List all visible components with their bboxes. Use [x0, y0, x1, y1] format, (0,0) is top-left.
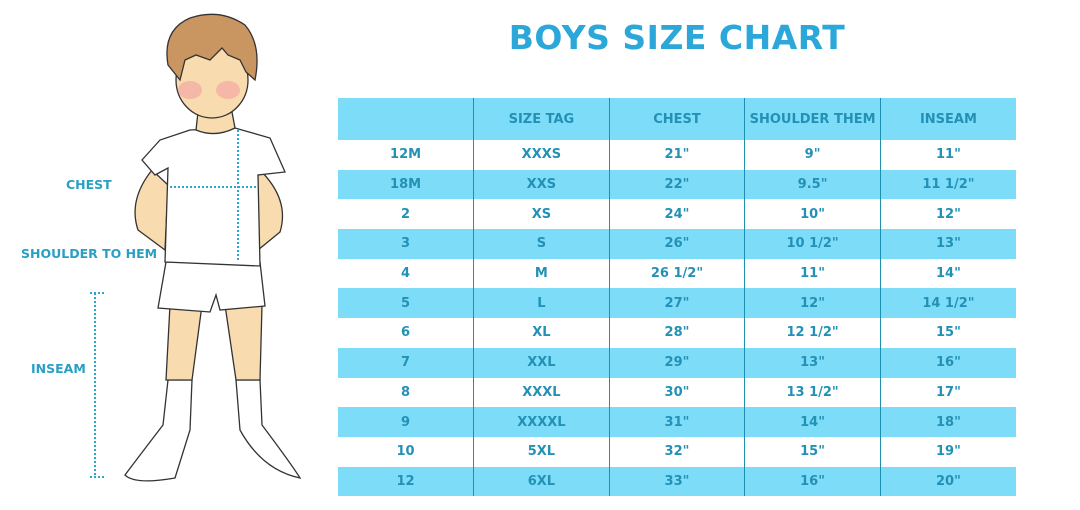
table-cell: 28"	[608, 318, 745, 348]
table-cell: L	[473, 288, 610, 319]
size-chart-table: SIZE TAG CHEST SHOULDER THEM INSEAM 12M XXXS…	[338, 98, 1016, 497]
table-cell: 14 1/2"	[879, 288, 1016, 319]
table-cell: XXS	[473, 169, 610, 200]
column-header: SHOULDER THEM	[744, 98, 881, 140]
table-cell: 8	[401, 384, 411, 400]
table-cell: XXL	[473, 347, 610, 378]
table-cell: 9.5"	[744, 169, 881, 200]
boy-figure-illustration	[90, 13, 302, 482]
table-cell: 10	[396, 444, 415, 460]
table-cell: XXXL	[473, 377, 610, 408]
table-cell: 12	[338, 466, 474, 497]
column-header	[338, 98, 474, 140]
table-row: 7 XXL 29" 13" 16"	[338, 347, 1016, 378]
table-cell: 9	[338, 407, 474, 437]
table-cell: 24"	[608, 199, 745, 230]
table-cell: 27"	[608, 288, 745, 319]
column-header: SIZE TAG	[473, 98, 610, 140]
table-cell: 13"	[879, 229, 1016, 259]
table-cell: 32"	[608, 436, 745, 467]
table-cell: 11"	[744, 258, 881, 289]
table-row: 9 XXXXL 31" 14" 18"	[338, 407, 1016, 437]
table-cell: 11 1/2"	[879, 169, 1016, 200]
table-cell: 14"	[744, 407, 881, 437]
table-cell: 6	[401, 325, 411, 341]
table-cell: 15"	[744, 436, 881, 467]
table-cell: 17"	[879, 377, 1016, 408]
table-row: 2 XS 24" 10" 12"	[338, 199, 1016, 230]
chest-label: CHEST	[66, 177, 112, 192]
table-row: 4 M 26 1/2" 11" 14"	[338, 258, 1016, 289]
table-cell: 21"	[608, 140, 745, 170]
table-cell: XXXXL	[473, 407, 610, 437]
shoulder-to-hem-label: SHOULDER TO HEM	[21, 246, 158, 261]
table-cell: XS	[473, 199, 610, 230]
table-cell: 15"	[879, 318, 1016, 348]
table-cell: 12"	[744, 288, 881, 319]
inseam-label: INSEAM	[31, 361, 86, 376]
table-cell: 12 1/2"	[744, 318, 881, 348]
table-header-row: SIZE TAG CHEST SHOULDER THEM INSEAM	[338, 98, 1016, 140]
table-cell: 6XL	[473, 466, 610, 497]
table-cell: XL	[473, 318, 610, 348]
column-header: CHEST	[608, 98, 745, 140]
table-cell: 13 1/2"	[744, 377, 881, 408]
table-cell: 9"	[744, 140, 881, 170]
table-row: 3 S 26" 10 1/2" 13"	[338, 229, 1016, 259]
table-cell: XXXS	[473, 140, 610, 170]
table-cell: 7	[338, 347, 474, 378]
table-cell: S	[473, 229, 610, 259]
table-cell: 16"	[879, 347, 1016, 378]
table-cell: 19"	[879, 436, 1016, 467]
table-row: 6 XL 28" 12 1/2" 15"	[338, 318, 1016, 348]
table-row: 10 5XL 32" 15" 19"	[338, 436, 1016, 467]
table-row: 8 XXXL 30" 13 1/2" 17"	[338, 377, 1016, 408]
table-cell: 5	[338, 288, 474, 319]
page-title: BOYS SIZE CHART	[508, 18, 846, 57]
table-cell: 14"	[879, 258, 1016, 289]
table-cell: 33"	[608, 466, 745, 497]
table-cell: 26"	[608, 229, 745, 259]
column-header: INSEAM	[879, 98, 1016, 140]
table-cell: 18"	[879, 407, 1016, 437]
table-cell: 12"	[879, 199, 1016, 230]
table-cell: 10"	[744, 199, 881, 230]
table-cell: 4	[401, 266, 411, 282]
table-cell: 3	[338, 229, 474, 259]
table-cell: 31"	[608, 407, 745, 437]
table-cell: 18M	[338, 169, 474, 200]
table-cell: 11"	[879, 140, 1016, 170]
table-cell: 29"	[608, 347, 745, 378]
table-row: 12M XXXS 21" 9" 11"	[338, 140, 1016, 170]
table-row: 18M XXS 22" 9.5" 11 1/2"	[338, 169, 1016, 200]
table-cell: 10 1/2"	[744, 229, 881, 259]
table-row: 12 6XL 33" 16" 20"	[338, 466, 1016, 497]
table-cell: 2	[401, 206, 411, 222]
table-cell: 13"	[744, 347, 881, 378]
table-cell: 26 1/2"	[608, 258, 745, 289]
table-cell: 5XL	[473, 436, 610, 467]
table-cell: 22"	[608, 169, 745, 200]
table-cell: 12M	[390, 147, 422, 163]
table-cell: 30"	[608, 377, 745, 408]
table-cell: 16"	[744, 466, 881, 497]
table-cell: 20"	[879, 466, 1016, 497]
table-cell: M	[473, 258, 610, 289]
table-row: 5 L 27" 12" 14 1/2"	[338, 288, 1016, 319]
